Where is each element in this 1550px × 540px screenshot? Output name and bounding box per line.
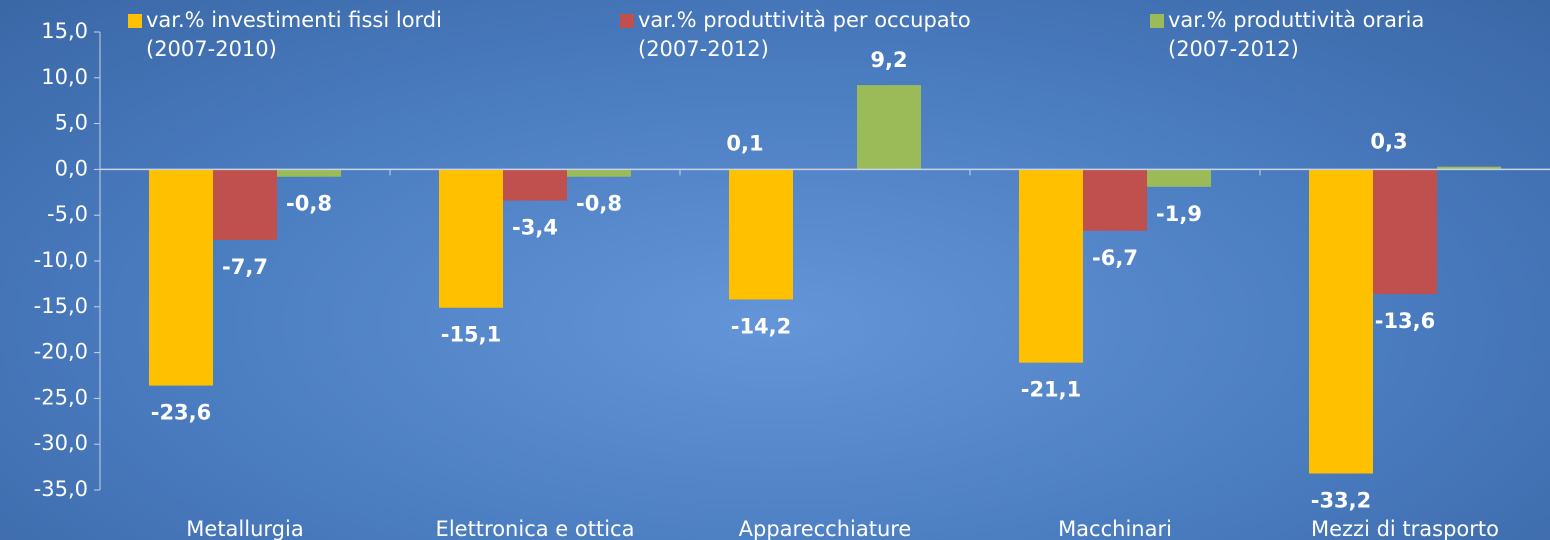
value-label: 0,3 [1370,130,1407,154]
bar [1373,169,1437,294]
value-label: -21,1 [1021,378,1082,402]
bar [213,169,277,240]
bar [857,85,921,170]
legend-label: var.% investimenti fissi lordi (2007-201… [146,8,442,61]
y-tick-label: 15,0 [41,19,88,43]
y-tick-label: -30,0 [34,431,88,455]
y-tick-label: 0,0 [55,156,88,180]
y-tick-label: -15,0 [34,294,88,318]
value-label: -13,6 [1375,309,1436,333]
value-label: -0,8 [286,192,332,216]
bar [1019,169,1083,363]
x-tick-label: Mezzi di trasporto [1311,517,1499,540]
value-label: -0,8 [576,192,622,216]
bar [503,169,567,201]
y-tick-label: -35,0 [34,477,88,501]
bar [1437,166,1501,170]
x-tick-label: Apparecchiature [739,517,912,540]
x-tick-label: Metallurgia [186,517,303,540]
value-label: 9,2 [870,48,907,72]
y-tick-label: -5,0 [47,202,88,226]
x-tick-label: Macchinari [1058,517,1172,540]
bar [1309,169,1373,474]
value-label: 0,1 [726,131,763,155]
value-label: -23,6 [151,401,212,425]
bar [277,169,341,177]
x-tick-label: Elettronica e ottica [436,517,635,540]
y-tick-label: 10,0 [41,65,88,89]
bar [567,169,631,177]
y-tick-label: -20,0 [34,340,88,364]
bar [1147,169,1211,187]
value-label: -7,7 [222,255,268,279]
y-tick-label: -25,0 [34,385,88,409]
value-label: -6,7 [1092,246,1138,270]
value-label: -1,9 [1156,202,1202,226]
bar [149,169,213,386]
legend-swatch [128,14,142,28]
bar [439,169,503,308]
value-label: -15,1 [441,323,502,347]
bar [729,169,793,300]
y-tick-label: 5,0 [55,111,88,135]
legend-swatch [620,14,634,28]
legend-label: var.% produttività oraria (2007-2012) [1168,8,1425,61]
y-tick-label: -10,0 [34,248,88,272]
legend-label: var.% produttività per occupato (2007-20… [638,8,971,61]
legend-swatch [1150,14,1164,28]
value-label: -3,4 [512,216,558,240]
value-label: -33,2 [1311,489,1372,513]
value-label: -14,2 [731,314,792,338]
bar [1083,169,1147,231]
